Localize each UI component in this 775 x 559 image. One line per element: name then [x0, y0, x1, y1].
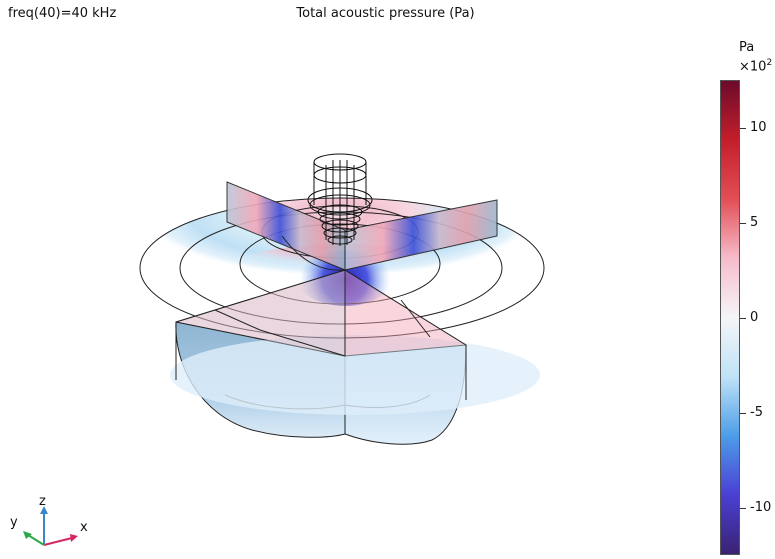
slice-plane-front — [175, 269, 468, 400]
z-axis-label: z — [39, 494, 46, 509]
colorbar-tick-label: 5 — [750, 214, 759, 230]
colorbar-tick-label: 0 — [750, 309, 759, 325]
x-axis-label: x — [80, 520, 88, 535]
colorbar — [720, 80, 740, 555]
colorbar-fill — [721, 81, 739, 554]
transducer-stack — [307, 153, 373, 246]
colorbar-multiplier-exponent: 2 — [766, 58, 773, 68]
colorbar-tick — [740, 222, 746, 224]
colorbar-tick — [740, 412, 746, 414]
parameter-label: freq(40)=40 kHz — [8, 6, 117, 21]
colorbar-tick — [740, 507, 746, 509]
axes-triad: z x y — [0, 490, 100, 555]
lower-pressure-band — [170, 335, 540, 415]
colorbar-tick-label: 10 — [750, 119, 767, 135]
y-axis-label: y — [10, 515, 18, 530]
colorbar-tick-label: -5 — [750, 404, 763, 420]
x-axis-arrow — [43, 537, 73, 546]
colorbar-multiplier-base: ×10 — [739, 59, 767, 75]
slice-plane-back — [226, 181, 498, 271]
y-axis-arrow — [27, 534, 45, 546]
colorbar-tick — [740, 127, 746, 129]
colorbar-tick-label: -10 — [750, 499, 772, 515]
colorbar-unit: Pa — [739, 40, 755, 55]
colorbar-tick — [740, 317, 746, 319]
colorbar-multiplier: ×102 — [739, 58, 772, 74]
